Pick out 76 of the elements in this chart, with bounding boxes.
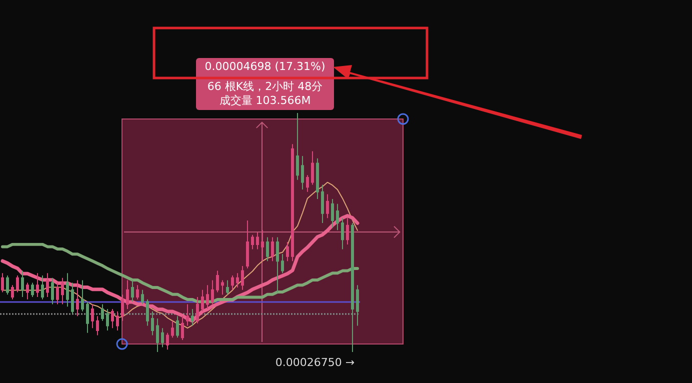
candlestick — [1, 272, 4, 293]
candlestick — [36, 272, 39, 298]
text: 0.00004698 (17.31%) — [204, 60, 326, 73]
candlestick — [86, 301, 89, 334]
candlestick — [336, 203, 339, 231]
candlestick — [211, 280, 214, 305]
candlestick — [31, 282, 34, 298]
candlestick — [206, 284, 209, 310]
candlestick — [246, 220, 249, 269]
candlestick — [166, 332, 169, 350]
candlestick — [26, 282, 29, 300]
candlestick — [11, 284, 14, 300]
candlestick — [316, 158, 319, 200]
candlestick — [346, 218, 349, 245]
candlestick — [321, 184, 324, 224]
text: 66 根K线，2小时 48分 — [207, 80, 323, 93]
candlestick — [201, 289, 204, 312]
candlestick — [286, 242, 289, 262]
candlestick — [41, 275, 44, 300]
candlestick — [16, 275, 19, 293]
candlestick — [116, 310, 119, 331]
candlestick — [111, 308, 114, 329]
candlestick — [6, 275, 9, 296]
candlestick — [71, 282, 74, 314]
candlestick — [106, 308, 109, 331]
candlestick — [241, 265, 244, 290]
candlestick — [176, 316, 179, 338]
candlestick — [171, 320, 174, 338]
candlestick — [216, 270, 219, 293]
candlestick — [121, 294, 124, 322]
candlestick — [276, 236, 279, 293]
candlestick — [341, 218, 344, 250]
candlestick — [61, 277, 64, 305]
candlestick — [306, 174, 309, 192]
candlestick — [181, 316, 184, 341]
text: 成交量 103.566M — [219, 94, 311, 107]
candlestick — [296, 112, 299, 180]
candlestick — [261, 230, 264, 262]
candlestick — [51, 277, 54, 305]
candlestick — [291, 144, 294, 262]
candlestick — [231, 275, 234, 290]
candlestick — [271, 236, 274, 262]
candlestick — [126, 280, 129, 310]
candlestick — [266, 236, 269, 262]
candlestick — [301, 156, 304, 190]
candlestick — [141, 289, 144, 305]
candlestick — [221, 280, 224, 296]
candlestick — [191, 308, 194, 326]
candlestick — [101, 304, 104, 322]
candlestick — [351, 222, 354, 352]
candlestick — [96, 316, 99, 336]
candlestick — [186, 304, 189, 326]
candlestick — [151, 310, 154, 336]
candlestick — [91, 304, 94, 329]
candlestick — [21, 270, 24, 298]
candlestick — [76, 280, 79, 317]
candlestick — [196, 296, 199, 324]
candlestick — [281, 254, 284, 274]
candlestick — [136, 284, 139, 300]
candlestick — [131, 280, 134, 302]
candlestick — [226, 280, 229, 296]
candlestick — [251, 234, 254, 250]
candlestick — [311, 150, 314, 186]
candlestick — [236, 272, 239, 288]
candlestick — [356, 284, 359, 326]
candlestick — [256, 232, 259, 250]
candlestick — [46, 272, 49, 298]
candlestick — [331, 198, 334, 228]
candlestick — [326, 194, 329, 219]
candlestick — [146, 298, 149, 326]
candlestick — [81, 280, 84, 312]
candlestick — [66, 272, 69, 308]
text: 0.00026750 → — [275, 356, 355, 369]
candlestick — [156, 318, 159, 352]
candlestick — [161, 328, 164, 348]
candlestick — [56, 282, 59, 305]
